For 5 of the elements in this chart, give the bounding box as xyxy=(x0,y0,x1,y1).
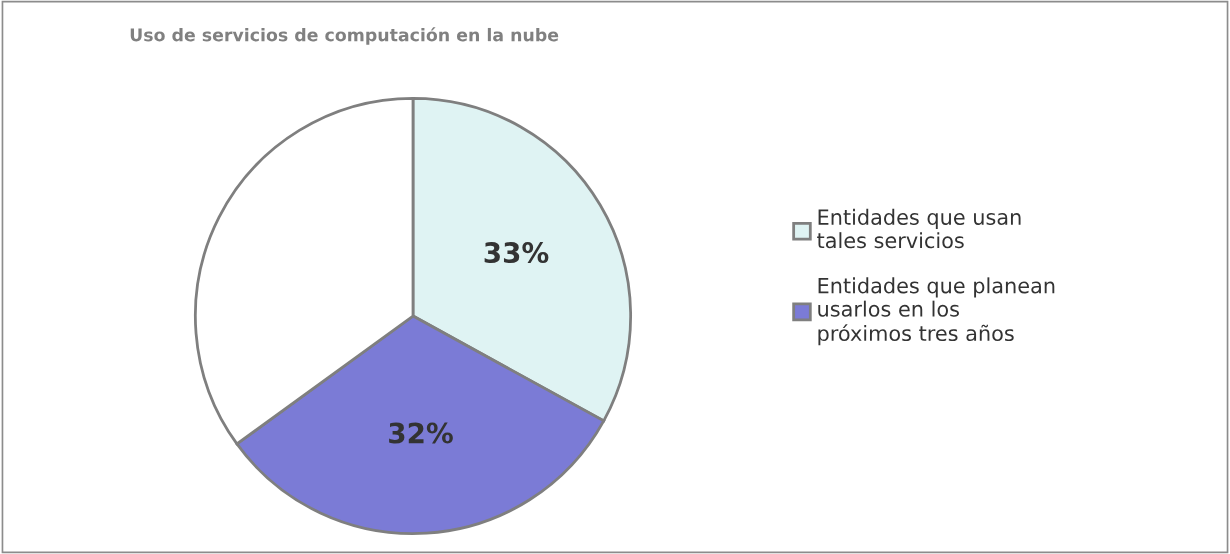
data-label: 33% xyxy=(484,242,549,264)
legend-label: Entidades que usan tales servicios xyxy=(817,208,1021,249)
legend-label: Entidades que planean usarlos en los próximos tres años xyxy=(818,277,1055,346)
data-label: 32% xyxy=(389,422,453,444)
chart-title: Uso de servicios de computación en la nube xyxy=(130,27,559,45)
